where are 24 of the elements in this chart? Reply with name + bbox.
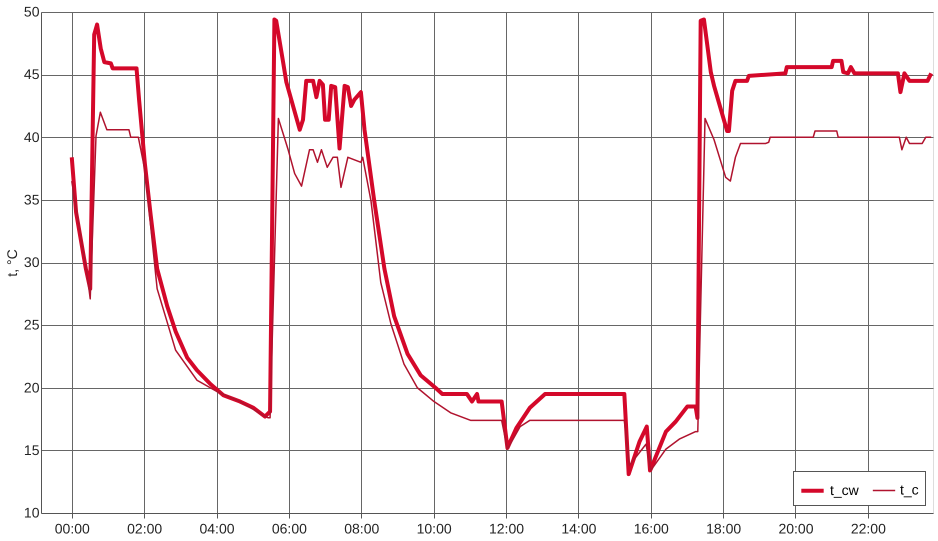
x-tick-label: 00:00 bbox=[54, 520, 90, 536]
x-tick-label: 08:00 bbox=[344, 520, 380, 536]
x-tick-label: 10:00 bbox=[416, 520, 452, 536]
y-axis-title: t, °C bbox=[4, 249, 20, 277]
y-tick-label: 35 bbox=[24, 191, 40, 208]
x-tick-label: 02:00 bbox=[127, 520, 162, 536]
y-tick-label: 15 bbox=[24, 442, 40, 458]
x-tick-label: 06:00 bbox=[272, 520, 308, 536]
x-tick-label: 20:00 bbox=[778, 520, 814, 536]
x-tick-label: 18:00 bbox=[706, 520, 742, 536]
y-tick-label: 40 bbox=[24, 128, 40, 145]
x-tick-label: 16:00 bbox=[634, 520, 669, 536]
x-tick-label: 14:00 bbox=[561, 520, 597, 536]
y-tick-label: 10 bbox=[24, 504, 40, 520]
x-tick-label: 04:00 bbox=[199, 520, 235, 536]
y-tick-label: 50 bbox=[24, 4, 40, 20]
legend-label: t_cw bbox=[830, 482, 860, 498]
y-tick-label: 30 bbox=[24, 254, 40, 270]
y-tick-label: 45 bbox=[24, 66, 40, 82]
legend-label: t_c bbox=[900, 482, 919, 498]
x-tick-label: 22:00 bbox=[850, 520, 886, 536]
x-tick-label: 12:00 bbox=[488, 520, 524, 536]
y-tick-label: 20 bbox=[24, 379, 40, 396]
y-tick-label: 25 bbox=[24, 316, 40, 333]
